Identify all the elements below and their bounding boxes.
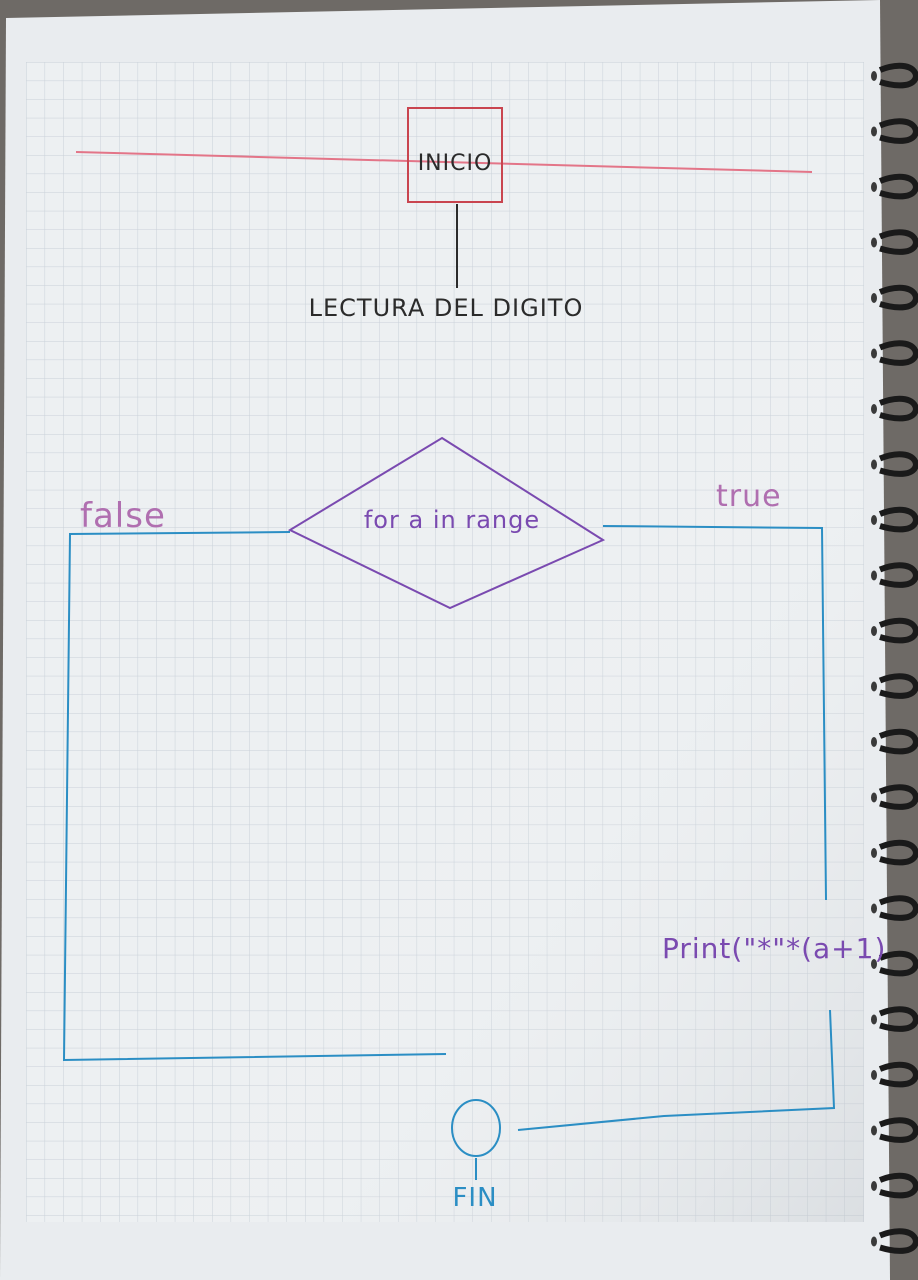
margin-line xyxy=(75,151,813,173)
binding-hole xyxy=(871,1181,877,1191)
spiral-ring xyxy=(878,562,918,588)
binding-hole xyxy=(871,626,877,636)
binding-hole xyxy=(871,126,877,137)
binding-hole xyxy=(871,404,877,414)
spiral-binding-icon xyxy=(871,62,918,1254)
spiral-ring xyxy=(878,229,918,255)
binding-hole xyxy=(871,737,877,747)
binding-hole xyxy=(871,515,877,525)
decision-diamond xyxy=(287,436,606,610)
spiral-ring xyxy=(878,617,918,644)
spiral-ring xyxy=(878,62,918,89)
print-label: Print("*"*(a+1) xyxy=(662,932,886,965)
spiral-ring xyxy=(878,451,918,477)
binding-hole xyxy=(871,570,877,581)
read-label: LECTURA DEL DIGITO xyxy=(309,294,584,322)
spiral-ring xyxy=(878,1061,918,1088)
true-label: true xyxy=(716,479,782,514)
end-label: FIN xyxy=(452,1183,497,1213)
binding-hole xyxy=(871,848,877,858)
spiral-ring xyxy=(878,950,918,977)
binding-hole xyxy=(871,1125,877,1136)
spiral-ring xyxy=(878,1117,918,1143)
binding-hole xyxy=(871,903,877,914)
spiral-ring xyxy=(878,340,918,366)
binding-hole xyxy=(871,459,877,470)
false-branch-line xyxy=(62,531,447,1062)
spiral-ring xyxy=(878,1172,918,1199)
false-label: false xyxy=(80,496,166,536)
decision-label: for a in range xyxy=(364,506,540,534)
print-to-end-line xyxy=(517,1009,836,1131)
spiral-ring xyxy=(878,506,918,533)
spiral-ring xyxy=(878,784,918,810)
spiral-ring xyxy=(878,1006,918,1032)
binding-hole xyxy=(871,1014,877,1025)
spiral-ring xyxy=(878,895,918,921)
start-label: INICIO xyxy=(418,151,493,176)
end-circle xyxy=(451,1099,501,1157)
binding-hole xyxy=(871,792,877,803)
spiral-ring xyxy=(878,284,918,311)
binding-hole xyxy=(871,293,877,303)
spiral-ring xyxy=(878,118,918,144)
binding-hole xyxy=(871,237,877,248)
binding-hole xyxy=(871,348,877,359)
binding-hole xyxy=(871,71,877,81)
binding-hole xyxy=(871,1070,877,1080)
spiral-ring xyxy=(878,173,918,200)
spiral-ring xyxy=(878,728,918,755)
spiral-ring xyxy=(878,839,918,866)
spiral-ring xyxy=(878,673,918,699)
true-branch-line xyxy=(602,525,827,901)
spiral-ring xyxy=(878,1228,918,1254)
binding-hole xyxy=(871,681,877,692)
spiral-ring xyxy=(878,395,918,422)
binding-hole xyxy=(871,182,877,192)
binding-hole xyxy=(871,1236,877,1247)
start-box xyxy=(407,107,503,203)
binding-hole xyxy=(871,959,877,969)
